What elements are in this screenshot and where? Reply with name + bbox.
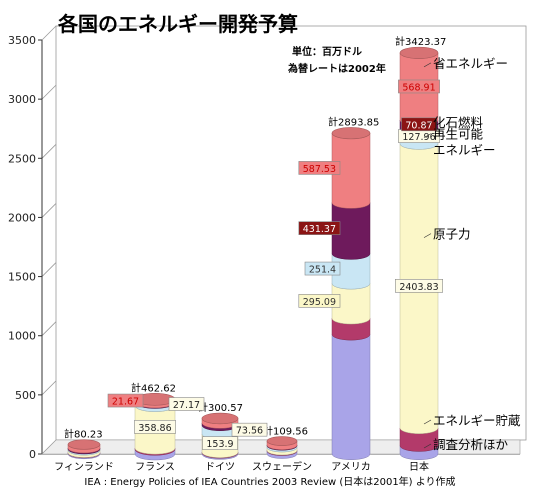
grid-line [41, 321, 57, 336]
series-leader [423, 133, 432, 138]
category-label: 日本 [409, 460, 429, 473]
grid-line [41, 25, 57, 41]
value-label: 27.17 [168, 397, 205, 411]
y-axis: 0 500 1000 1500 2000 2500 3000 3500 [8, 25, 527, 461]
total-label: 計109.56 [263, 425, 308, 438]
value-label: 21.67 [107, 393, 144, 408]
svg-text:2403.83: 2403.83 [399, 282, 438, 293]
value-label: 568.91 [398, 79, 440, 93]
grid-line [41, 380, 57, 396]
series-label: 調査分析ほか [433, 437, 509, 452]
total-label: 計3423.37 [395, 35, 446, 48]
value-label: 295.09 [298, 294, 341, 308]
series-label: 原子力 [433, 227, 471, 242]
svg-text:295.09: 295.09 [303, 297, 336, 308]
svg-text:568.91: 568.91 [402, 82, 435, 93]
bar-スウェーデン [266, 436, 298, 459]
category-label: アメリカ [331, 461, 371, 473]
svg-text:127.96: 127.96 [402, 132, 435, 143]
svg-text:21.67: 21.67 [112, 397, 139, 408]
category-label: スウェーデン [252, 460, 312, 473]
bar-フィンランド [67, 439, 101, 460]
y-tick-label: 2000 [8, 211, 36, 224]
grid-line [41, 144, 57, 159]
y-tick-label: 2500 [8, 152, 36, 165]
svg-text:358.86: 358.86 [138, 423, 171, 434]
y-tick-label: 3000 [8, 93, 36, 106]
svg-text:251.4: 251.4 [309, 265, 336, 276]
value-label: 431.37 [298, 221, 341, 235]
svg-text:73.56: 73.56 [236, 426, 263, 437]
value-label: 127.96 [398, 129, 440, 143]
series-label: 再生可能 [433, 127, 484, 142]
category-label: フランス [135, 461, 175, 473]
series-leader [423, 121, 432, 127]
total-label: 計2893.85 [328, 115, 379, 128]
total-label: 計300.57 [198, 401, 243, 414]
series-leader [423, 419, 432, 425]
svg-text:70.87: 70.87 [405, 120, 432, 131]
y-tick-label: 3500 [8, 34, 36, 47]
exchange-rate-note: 為替レートは2002年 [287, 62, 386, 75]
bar-日本 [399, 46, 439, 460]
value-label: 73.56 [231, 422, 268, 437]
svg-text:153.9: 153.9 [206, 439, 233, 450]
y-tick-label: 1000 [8, 330, 36, 343]
series-leader [423, 443, 432, 449]
value-label: 70.87 [401, 117, 437, 131]
bar-アメリカ [331, 127, 371, 460]
value-label: 251.4 [304, 261, 341, 276]
grid-line [41, 203, 57, 218]
value-label: 587.53 [298, 161, 341, 175]
total-label: 計462.62 [131, 381, 176, 394]
bar-top [399, 46, 439, 59]
svg-text:587.53: 587.53 [303, 164, 336, 175]
series-label: エネルギー貯蔵 [433, 413, 521, 428]
bar-top [266, 436, 298, 446]
total-label: 計80.23 [64, 428, 103, 441]
bar-segment [331, 334, 371, 460]
category-label: ドイツ [205, 462, 235, 473]
value-label: 358.86 [134, 420, 176, 434]
chart-title: 各国のエネルギー開発予算 [57, 12, 298, 36]
series-label: 化石燃料 [433, 115, 484, 130]
y-tick-label: 0 [29, 448, 36, 461]
series-label: エネルギー [433, 143, 496, 158]
cylinder-bars [67, 46, 439, 461]
svg-text:431.37: 431.37 [303, 224, 336, 235]
grid-line [41, 84, 57, 100]
unit-note: 単位：百万ドル [292, 45, 362, 58]
bar-labels: 計80.23 フィンランド 計462.62 フランス 計300.57 ドイツ 計109.56… [54, 35, 521, 473]
series-leader [423, 233, 432, 238]
bar-top [67, 439, 101, 450]
y-tick-label: 1500 [8, 271, 36, 284]
series-label: 省エネルギー [433, 56, 508, 71]
value-label: 2403.83 [394, 279, 443, 293]
bar-top [201, 412, 239, 425]
grid-line [41, 262, 57, 277]
source-note: IEA : Energy Policies of IEA Countries 2… [84, 475, 455, 488]
series-leader [423, 62, 432, 68]
bar-top [331, 127, 371, 140]
svg-text:27.17: 27.17 [173, 400, 200, 411]
category-label: フィンランド [54, 461, 114, 473]
value-label: 153.9 [202, 436, 238, 450]
y-tick-label: 500 [15, 389, 36, 402]
plot-back-wall [55, 25, 527, 441]
